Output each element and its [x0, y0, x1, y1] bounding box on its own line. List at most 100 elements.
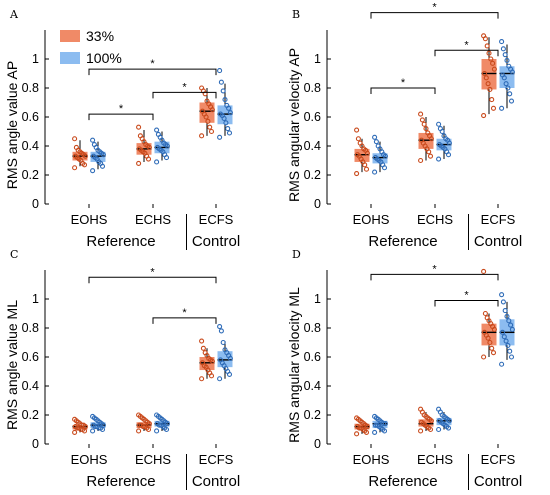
x-tick-label: ECFS — [199, 212, 234, 227]
data-point — [427, 153, 434, 159]
y-tick-label: 0 — [32, 197, 39, 211]
data-point — [504, 57, 510, 64]
data-point — [504, 313, 510, 319]
group-label-control: Control — [474, 233, 522, 250]
data-point — [154, 159, 160, 165]
data-point — [502, 52, 508, 58]
data-point — [481, 70, 488, 77]
data-point — [72, 136, 78, 142]
y-tick-label: 0 — [314, 197, 321, 211]
significance-star: * — [182, 81, 187, 93]
data-point — [154, 428, 160, 434]
data-point — [372, 413, 378, 419]
data-point — [217, 357, 224, 363]
data-point — [483, 75, 489, 81]
data-point — [136, 422, 143, 428]
significance-star: * — [464, 39, 469, 51]
y-tick-label: 1 — [32, 292, 39, 306]
data-point — [418, 428, 424, 434]
y-tick-label: 0.8 — [304, 81, 321, 95]
data-point — [226, 130, 233, 136]
data-point — [372, 429, 378, 435]
x-tick-label: ECHS — [135, 212, 171, 227]
panel-letter: A — [9, 8, 19, 21]
data-point — [508, 354, 515, 360]
data-point — [90, 422, 97, 428]
data-point — [354, 415, 360, 421]
data-point — [500, 299, 506, 305]
group-label-reference: Reference — [86, 233, 155, 250]
data-point — [220, 88, 226, 94]
panel-a: A 0 0.2 0.4 0.6 0.8 1 RMS angle value AP EOHS ECH… — [4, 8, 240, 250]
data-point — [482, 310, 488, 317]
data-point — [73, 144, 79, 150]
y-tick-label: 0.4 — [22, 379, 39, 393]
y-tick-label: 0.2 — [22, 168, 39, 182]
data-point — [154, 412, 160, 418]
data-point — [199, 360, 206, 366]
y-axis-label: RMS angular velocity ML — [286, 287, 302, 443]
significance-bracket — [88, 68, 217, 76]
data-point — [418, 157, 424, 164]
legend-label-100: 100% — [86, 50, 122, 66]
x-tick-label: ECHS — [135, 452, 171, 467]
data-point — [506, 63, 512, 69]
data-point — [374, 422, 380, 428]
y-tick-label: 0 — [32, 437, 39, 451]
group-label-reference: Reference — [368, 233, 437, 250]
significance-bracket — [88, 113, 154, 121]
data-point — [136, 412, 142, 418]
data-point — [72, 153, 79, 159]
data-point — [137, 133, 143, 139]
data-point — [363, 166, 370, 172]
data-point — [508, 98, 515, 104]
data-point — [488, 56, 494, 62]
panel-c: C 0 0.2 0.4 0.6 0.8 1 RMS angle value ML EOHS ECH… — [4, 248, 240, 490]
data-point — [418, 419, 425, 425]
y-tick-label: 0.2 — [304, 408, 321, 422]
data-point — [372, 155, 379, 161]
y-tick-label: 0.6 — [22, 350, 39, 364]
data-point — [354, 152, 361, 158]
group-label-reference: Reference — [368, 473, 437, 490]
data-point — [199, 133, 205, 139]
significance-star: * — [464, 289, 469, 301]
data-point — [138, 422, 144, 428]
x-tick-label: ECFS — [481, 452, 516, 467]
data-point — [373, 139, 379, 145]
group-label-control: Control — [474, 473, 522, 490]
legend-swatch-100 — [60, 52, 80, 64]
data-point — [489, 97, 495, 103]
data-point — [207, 124, 213, 130]
data-point — [486, 50, 492, 56]
data-point — [199, 376, 205, 382]
data-point — [136, 146, 143, 152]
significance-bracket — [152, 91, 217, 99]
y-axis-label: RMS angular velocity AP — [286, 48, 302, 202]
y-tick-label: 0.4 — [304, 139, 321, 153]
significance-bracket — [152, 317, 217, 324]
data-point — [508, 322, 514, 328]
data-point — [490, 105, 497, 111]
y-axis-label: RMS angle value AP — [4, 61, 20, 189]
data-point — [487, 339, 493, 346]
y-tick-label: 1 — [314, 52, 321, 66]
data-point — [372, 169, 378, 175]
x-tick-label: ECFS — [481, 212, 516, 227]
panel-letter: B — [292, 8, 300, 21]
data-point — [499, 39, 505, 45]
data-point — [199, 85, 205, 91]
data-point — [90, 168, 96, 174]
data-point — [436, 142, 443, 148]
legend-label-33: 33% — [86, 28, 114, 44]
y-tick-label: 0.8 — [22, 81, 39, 95]
data-point — [441, 133, 447, 139]
data-point — [485, 81, 491, 87]
y-tick-label: 0.2 — [304, 168, 321, 182]
data-point — [436, 156, 442, 162]
data-point — [136, 124, 142, 130]
data-point — [490, 60, 496, 66]
data-point — [509, 326, 515, 332]
data-point — [90, 428, 96, 434]
data-point — [499, 361, 505, 367]
